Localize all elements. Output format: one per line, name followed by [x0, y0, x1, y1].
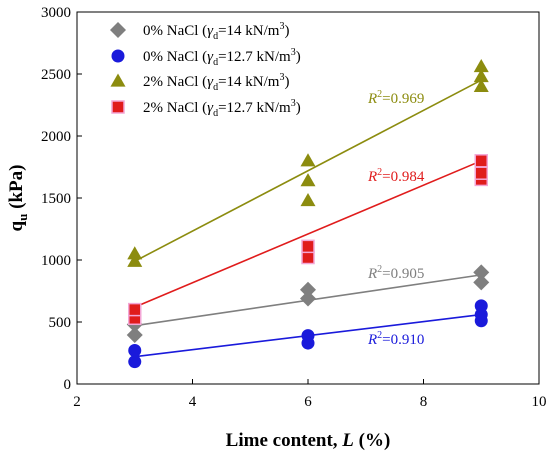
r2-label: R2=0.984 [367, 167, 425, 185]
x-axis-label: Lime content, L (%) [226, 430, 391, 451]
r2-label: R2=0.969 [367, 89, 424, 107]
legend-label: 2% NaCl (γd=14 kN/m3) [143, 72, 289, 93]
y-tick-label: 1500 [41, 191, 71, 207]
legend-label: 0% NaCl (γd=14 kN/m3) [143, 21, 289, 42]
data-point [301, 329, 315, 343]
data-point [300, 290, 316, 307]
y-tick-label: 500 [49, 315, 72, 331]
axis-ticks: 2 4 6 8 10 0 500 1000 1500 2000 2500 3000 [41, 5, 547, 410]
data-points [126, 59, 490, 369]
legend: 0% NaCl (γd=14 kN/m3) 0% NaCl (γd=12.7 kN… [110, 21, 301, 119]
data-point [128, 344, 142, 358]
legend-marker [110, 73, 126, 87]
y-tick-label: 2500 [41, 67, 71, 83]
data-point [300, 281, 316, 298]
y-tick-label: 0 [64, 377, 72, 393]
x-tick-label: 6 [304, 394, 312, 410]
legend-marker [110, 22, 126, 38]
legend-marker [111, 49, 125, 63]
data-point [127, 253, 143, 267]
legend-item: 2% NaCl (γd=14 kN/m3) [110, 72, 289, 93]
legend-label: 0% NaCl (γd=12.7 kN/m3) [143, 47, 301, 68]
x-tick-label: 2 [73, 394, 81, 410]
y-tick-label: 2000 [41, 129, 71, 145]
x-tick-label: 10 [532, 394, 547, 410]
legend-label: 2% NaCl (γd=12.7 kN/m3) [143, 98, 301, 119]
y-axis-label: qu (kPa) [6, 165, 30, 232]
data-point [301, 239, 315, 254]
r2-labels: R2=0.905 R2=0.910 R2=0.969 R2=0.984 [367, 89, 425, 348]
data-point [474, 154, 488, 168]
data-point [300, 153, 316, 167]
data-point [473, 274, 490, 291]
data-point [473, 264, 490, 281]
data-point [300, 192, 316, 207]
data-point [126, 327, 143, 344]
legend-item: 2% NaCl (γd=12.7 kN/m3) [111, 98, 301, 119]
fit-line [134, 79, 482, 262]
data-point [301, 250, 315, 265]
data-point [473, 68, 489, 83]
r2-label: R2=0.910 [367, 330, 424, 348]
legend-item: 0% NaCl (γd=14 kN/m3) [110, 21, 289, 42]
r2-label: R2=0.905 [367, 264, 424, 282]
data-point [473, 59, 489, 73]
data-point [300, 173, 316, 187]
fit-line [134, 160, 482, 308]
fit-lines [134, 79, 482, 358]
x-tick-label: 8 [420, 394, 428, 410]
legend-marker [111, 100, 125, 114]
data-point [128, 302, 142, 317]
data-point [473, 78, 489, 93]
data-point [127, 246, 143, 260]
data-point [474, 166, 488, 180]
data-point [474, 299, 488, 313]
legend-item: 0% NaCl (γd=12.7 kN/m3) [111, 47, 301, 68]
y-tick-label: 3000 [41, 5, 71, 21]
y-tick-label: 1000 [41, 253, 71, 269]
x-tick-label: 4 [189, 394, 197, 410]
data-point [128, 355, 142, 369]
